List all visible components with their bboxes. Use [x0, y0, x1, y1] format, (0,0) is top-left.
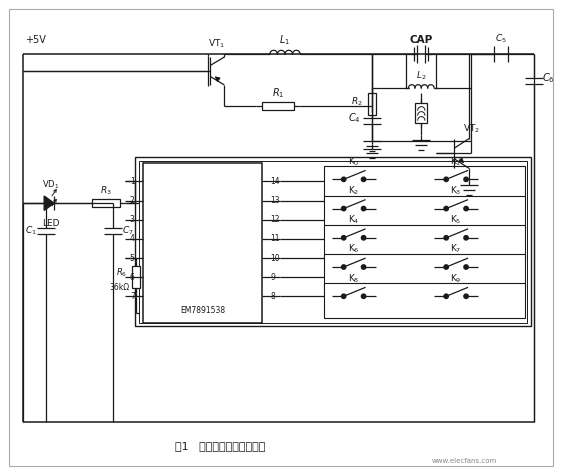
Text: K$_9$: K$_9$	[450, 272, 462, 285]
Circle shape	[342, 265, 346, 269]
Text: www.elecfans.com: www.elecfans.com	[432, 458, 497, 464]
Circle shape	[444, 294, 448, 298]
Bar	[368, 93, 375, 115]
Circle shape	[464, 206, 468, 211]
Text: $C_6$: $C_6$	[542, 71, 555, 85]
Text: 14: 14	[270, 177, 280, 186]
Text: 11: 11	[270, 234, 279, 243]
Text: $R_1$: $R_1$	[272, 86, 284, 100]
Circle shape	[464, 294, 468, 298]
Circle shape	[342, 206, 346, 211]
Text: $C_7$: $C_7$	[122, 225, 134, 238]
Circle shape	[444, 236, 448, 240]
Text: $L_1$: $L_1$	[279, 33, 291, 47]
Text: 10: 10	[270, 254, 280, 263]
Text: 36kΩ: 36kΩ	[110, 283, 130, 292]
Text: 9: 9	[270, 273, 275, 282]
Text: 5: 5	[130, 254, 135, 263]
Bar	[92, 199, 120, 207]
Text: K$_8$: K$_8$	[348, 272, 359, 285]
Text: VT$_1$: VT$_1$	[208, 38, 225, 50]
Bar	[139, 162, 527, 323]
Text: 2: 2	[130, 196, 135, 205]
Circle shape	[361, 206, 366, 211]
Text: 13: 13	[270, 196, 280, 205]
Text: K$_2$: K$_2$	[348, 184, 359, 197]
Text: VT$_2$: VT$_2$	[464, 123, 481, 135]
Text: K$_4$: K$_4$	[348, 214, 360, 226]
Text: $L_2$: $L_2$	[416, 70, 427, 82]
Text: K$_0$: K$_0$	[348, 155, 360, 168]
Text: 7: 7	[130, 292, 135, 301]
Text: K$_5$: K$_5$	[450, 214, 462, 226]
Bar	[324, 166, 525, 201]
Text: $C_1$: $C_1$	[25, 225, 37, 238]
Bar	[135, 158, 531, 326]
Bar	[324, 283, 525, 318]
Text: 12: 12	[270, 215, 279, 224]
Text: K$_1$: K$_1$	[450, 155, 462, 168]
Circle shape	[342, 236, 346, 240]
Circle shape	[361, 236, 366, 240]
Circle shape	[342, 294, 346, 298]
Text: +5V: +5V	[25, 35, 46, 45]
Text: 图1   无线遥控发射器原理图: 图1 无线遥控发射器原理图	[175, 441, 265, 451]
Bar	[324, 225, 525, 260]
Text: K$_7$: K$_7$	[450, 243, 462, 256]
Text: $C_5$: $C_5$	[495, 33, 507, 46]
Text: VD$_1$: VD$_1$	[42, 178, 59, 190]
Text: $R_6$: $R_6$	[116, 266, 128, 279]
Text: 4: 4	[130, 234, 135, 243]
Text: K$_3$: K$_3$	[450, 184, 462, 197]
Bar	[324, 254, 525, 289]
Text: $R_2$: $R_2$	[351, 95, 362, 108]
Circle shape	[342, 177, 346, 181]
Circle shape	[444, 206, 448, 211]
Text: LED: LED	[42, 218, 59, 228]
Bar	[143, 163, 262, 323]
Text: $R_3$: $R_3$	[100, 184, 112, 197]
Polygon shape	[44, 196, 54, 210]
Bar	[415, 103, 427, 123]
Circle shape	[361, 294, 366, 298]
Bar	[132, 266, 140, 288]
Text: 8: 8	[270, 292, 275, 301]
Circle shape	[444, 177, 448, 181]
Text: 1: 1	[130, 177, 135, 186]
Circle shape	[444, 265, 448, 269]
Bar	[262, 102, 294, 110]
Circle shape	[464, 177, 468, 181]
Circle shape	[361, 177, 366, 181]
Text: 6: 6	[130, 273, 135, 282]
Text: CAP: CAP	[410, 35, 433, 45]
Bar	[324, 196, 525, 230]
Text: K$_6$: K$_6$	[348, 243, 360, 256]
Text: EM7891538: EM7891538	[180, 306, 225, 315]
Circle shape	[464, 236, 468, 240]
Text: 3: 3	[130, 215, 135, 224]
Circle shape	[464, 265, 468, 269]
Text: $C_4$: $C_4$	[348, 111, 361, 124]
Circle shape	[361, 265, 366, 269]
